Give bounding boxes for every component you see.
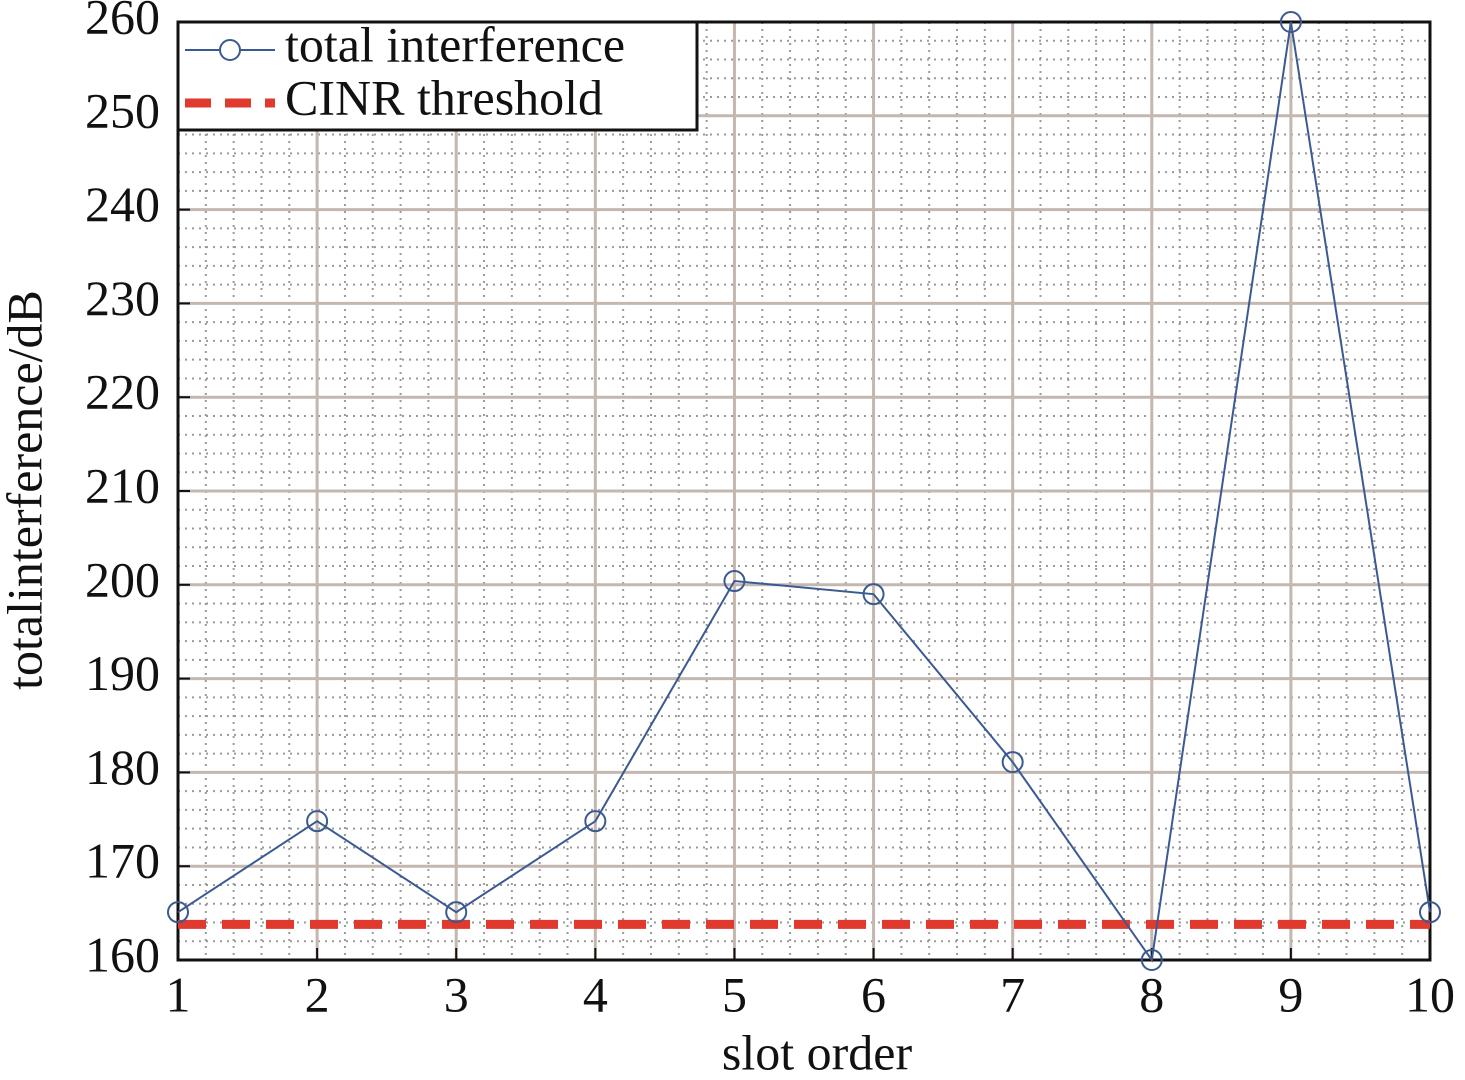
- legend-swatch: [219, 39, 241, 61]
- x-tick-label: 6: [861, 966, 886, 1022]
- y-tick-label: 250: [85, 82, 160, 138]
- point: [306, 810, 329, 833]
- legend-box: [176, 20, 699, 132]
- point: [445, 901, 468, 924]
- y-axis-label: totalinterference/dB: [0, 290, 52, 690]
- x-tick-label: 7: [1000, 966, 1025, 1022]
- x-tick-label: 10: [1405, 966, 1455, 1022]
- point: [1001, 751, 1024, 774]
- y-tick-label: 230: [85, 270, 160, 326]
- x-tick-label: 1: [166, 966, 191, 1022]
- point: [723, 570, 746, 593]
- x-tick-label: 9: [1278, 966, 1303, 1022]
- y-tick-label: 200: [85, 551, 160, 607]
- x-tick-label: 8: [1139, 966, 1164, 1022]
- plot-frame: [176, 20, 1432, 962]
- point: [1279, 11, 1302, 33]
- point: [167, 901, 189, 924]
- point: [1140, 949, 1163, 971]
- y-tick-label: 190: [85, 645, 160, 701]
- point: [584, 810, 607, 833]
- x-tick-label: 3: [444, 966, 469, 1022]
- y-tick-label: 170: [85, 833, 160, 889]
- series-line: [177, 21, 1431, 963]
- x-tick-label: 2: [305, 966, 330, 1022]
- legend-label: total interference: [285, 16, 625, 72]
- x-tick-label: 5: [722, 966, 747, 1022]
- x-tick-label: 4: [583, 966, 608, 1022]
- legend-label: CINR threshold: [285, 69, 603, 125]
- y-tick-label: 220: [85, 364, 160, 420]
- y-tick-label: 240: [85, 176, 160, 232]
- point: [1419, 901, 1441, 924]
- x-axis-label: slot order: [722, 1024, 913, 1080]
- y-tick-label: 160: [85, 926, 160, 982]
- y-tick-label: 210: [85, 457, 160, 513]
- y-tick-label: 180: [85, 739, 160, 795]
- y-tick-label: 260: [85, 0, 160, 44]
- point: [862, 583, 885, 606]
